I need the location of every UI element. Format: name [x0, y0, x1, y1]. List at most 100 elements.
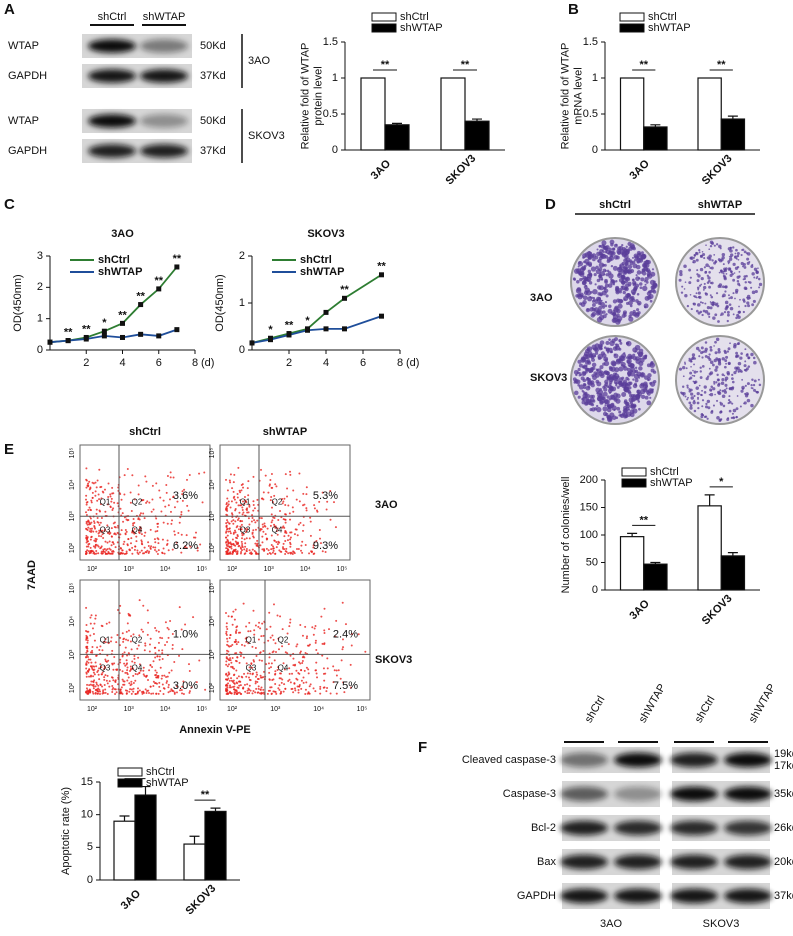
- event-dot: [89, 509, 92, 512]
- colony: [638, 407, 641, 411]
- colony: [726, 319, 729, 323]
- event-dot: [349, 663, 352, 666]
- event-dot: [260, 528, 263, 531]
- colony: [709, 392, 714, 397]
- colony: [577, 367, 581, 372]
- event-dot: [234, 550, 237, 553]
- colony: [699, 376, 703, 379]
- colony: [643, 303, 649, 309]
- colony: [713, 254, 716, 256]
- colony: [710, 266, 714, 270]
- event-dot: [312, 546, 315, 549]
- event-dot: [226, 489, 229, 492]
- lane-label: shWTAP: [698, 199, 742, 211]
- colony: [700, 254, 703, 258]
- event-dot: [295, 528, 298, 531]
- event-dot: [283, 526, 286, 529]
- event-dot: [274, 651, 277, 654]
- event-dot: [95, 486, 98, 489]
- event-dot: [96, 671, 99, 674]
- event-dot: [111, 486, 114, 489]
- event-dot: [146, 500, 149, 503]
- event-dot: [325, 508, 328, 511]
- event-dot: [252, 529, 255, 532]
- event-dot: [96, 646, 99, 649]
- colony: [715, 365, 719, 369]
- colony: [716, 373, 719, 377]
- colony: [721, 357, 725, 361]
- event-dot: [98, 678, 101, 681]
- colony: [720, 312, 724, 316]
- colony: [717, 348, 721, 351]
- colony: [715, 337, 720, 342]
- event-dot: [152, 692, 155, 695]
- row-label: GAPDH: [517, 890, 556, 902]
- colony: [732, 278, 736, 282]
- event-dot: [236, 525, 239, 528]
- tick-label: 10³: [124, 706, 135, 713]
- blot-band: [614, 752, 662, 768]
- event-dot: [115, 691, 118, 694]
- bar: [360, 77, 386, 151]
- tick-label: 10³: [69, 649, 76, 660]
- event-dot: [270, 548, 273, 551]
- event-dot: [149, 547, 152, 550]
- event-dot: [165, 544, 168, 547]
- colony: [626, 293, 632, 299]
- colony: [717, 350, 721, 354]
- colony: [704, 405, 708, 409]
- event-dot: [167, 504, 170, 507]
- event-dot: [235, 537, 238, 540]
- event-dot: [86, 660, 89, 663]
- event-dot: [133, 521, 136, 524]
- event-dot: [136, 673, 139, 676]
- event-dot: [89, 551, 92, 554]
- event-dot: [142, 690, 145, 693]
- size-label: 37kd: [774, 890, 793, 902]
- event-dot: [272, 638, 275, 641]
- colony: [596, 406, 602, 413]
- event-dot: [120, 529, 123, 532]
- event-dot: [326, 500, 329, 503]
- colony: [624, 401, 630, 407]
- event-dot: [98, 648, 101, 651]
- event-dot: [153, 549, 156, 552]
- event-dot: [112, 541, 115, 544]
- colony: [739, 298, 741, 301]
- event-dot: [240, 528, 243, 531]
- colony: [638, 352, 643, 358]
- event-dot: [156, 552, 159, 555]
- event-dot: [113, 521, 116, 524]
- event-dot: [225, 507, 228, 510]
- colony: [583, 260, 586, 264]
- event-dot: [130, 680, 133, 683]
- event-dot: [260, 659, 263, 662]
- colony: [582, 295, 588, 301]
- event-dot: [270, 496, 273, 499]
- colony: [646, 400, 652, 406]
- event-dot: [99, 521, 102, 524]
- event-dot: [286, 539, 289, 542]
- event-dot: [164, 621, 167, 624]
- event-dot: [147, 689, 150, 692]
- event-dot: [244, 690, 247, 693]
- colony: [701, 405, 704, 408]
- row-label: 3AO: [530, 292, 553, 304]
- event-dot: [288, 678, 291, 681]
- event-dot: [240, 484, 243, 487]
- event-dot: [286, 495, 289, 498]
- event-dot: [226, 521, 229, 524]
- colony: [600, 254, 604, 258]
- colony: [726, 371, 730, 375]
- colony: [699, 301, 703, 304]
- lane-label: shWTAP: [143, 11, 186, 23]
- colony: [577, 265, 580, 268]
- event-dot: [146, 609, 149, 612]
- event-dot: [288, 667, 291, 670]
- colony: [744, 392, 747, 395]
- event-dot: [295, 547, 298, 550]
- event-dot: [135, 535, 138, 538]
- event-dot: [167, 691, 170, 694]
- event-dot: [87, 550, 90, 553]
- event-dot: [124, 533, 127, 536]
